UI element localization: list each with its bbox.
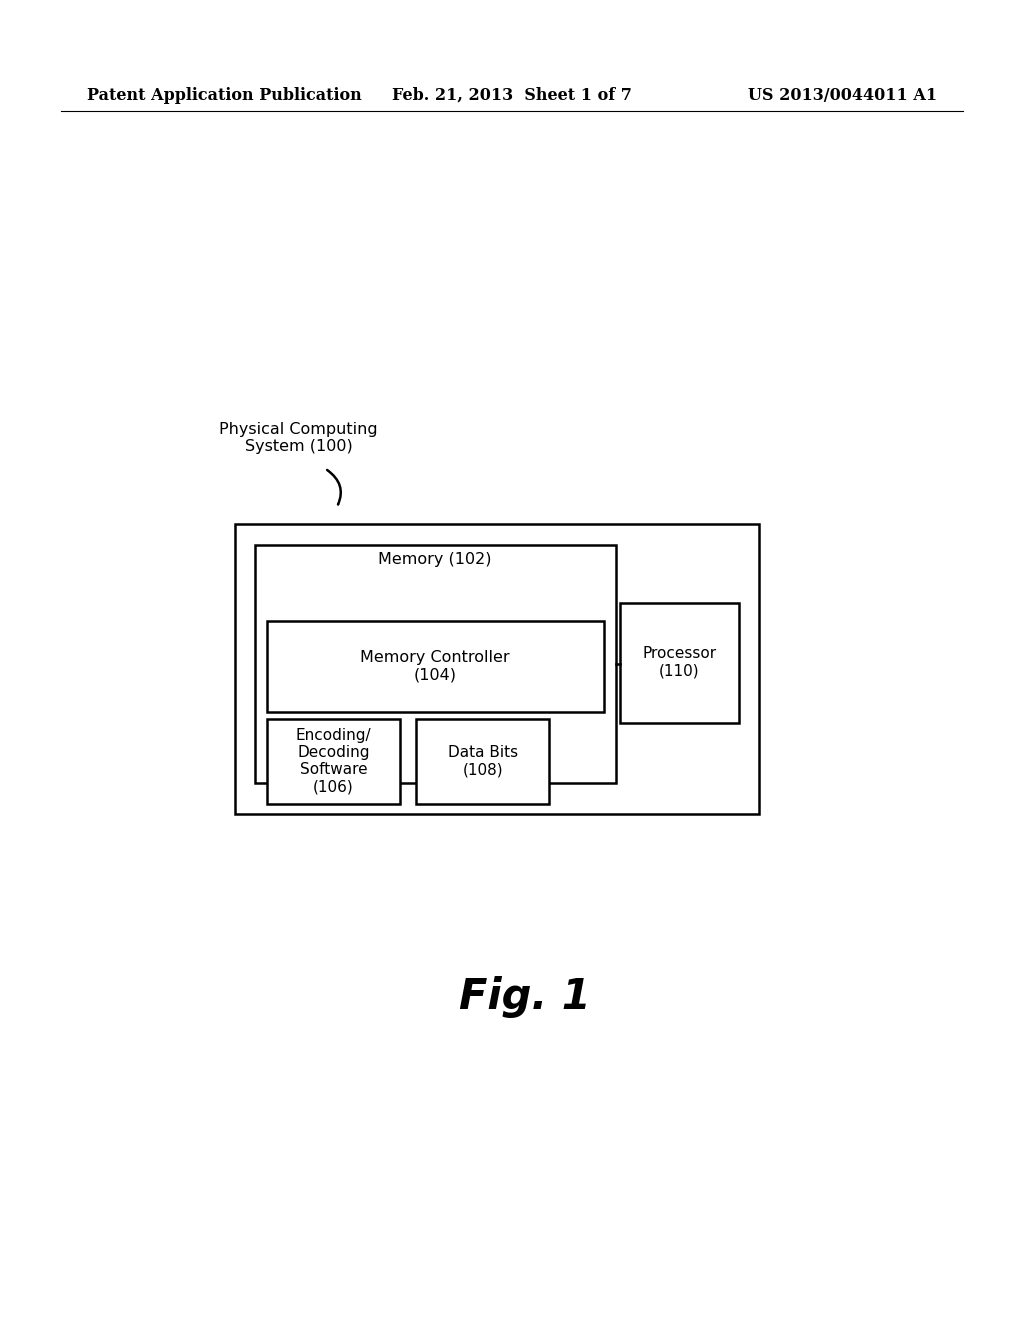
Text: Feb. 21, 2013  Sheet 1 of 7: Feb. 21, 2013 Sheet 1 of 7 <box>392 87 632 103</box>
Bar <box>416 719 550 804</box>
Text: Processor
(110): Processor (110) <box>642 647 717 678</box>
Bar <box>620 602 739 722</box>
Text: Memory (102): Memory (102) <box>379 552 492 568</box>
Text: Encoding/
Decoding
Software
(106): Encoding/ Decoding Software (106) <box>296 727 372 795</box>
Bar <box>255 545 616 784</box>
Text: Data Bits
(108): Data Bits (108) <box>447 744 518 777</box>
Text: Memory Controller
(104): Memory Controller (104) <box>360 651 510 682</box>
Bar <box>236 524 759 814</box>
Text: Fig. 1: Fig. 1 <box>459 975 591 1018</box>
Bar <box>267 719 400 804</box>
Text: Patent Application Publication: Patent Application Publication <box>87 87 361 103</box>
Text: US 2013/0044011 A1: US 2013/0044011 A1 <box>748 87 937 103</box>
FancyArrowPatch shape <box>327 470 341 504</box>
Text: Physical Computing
System (100): Physical Computing System (100) <box>219 421 378 454</box>
Bar <box>267 620 604 713</box>
